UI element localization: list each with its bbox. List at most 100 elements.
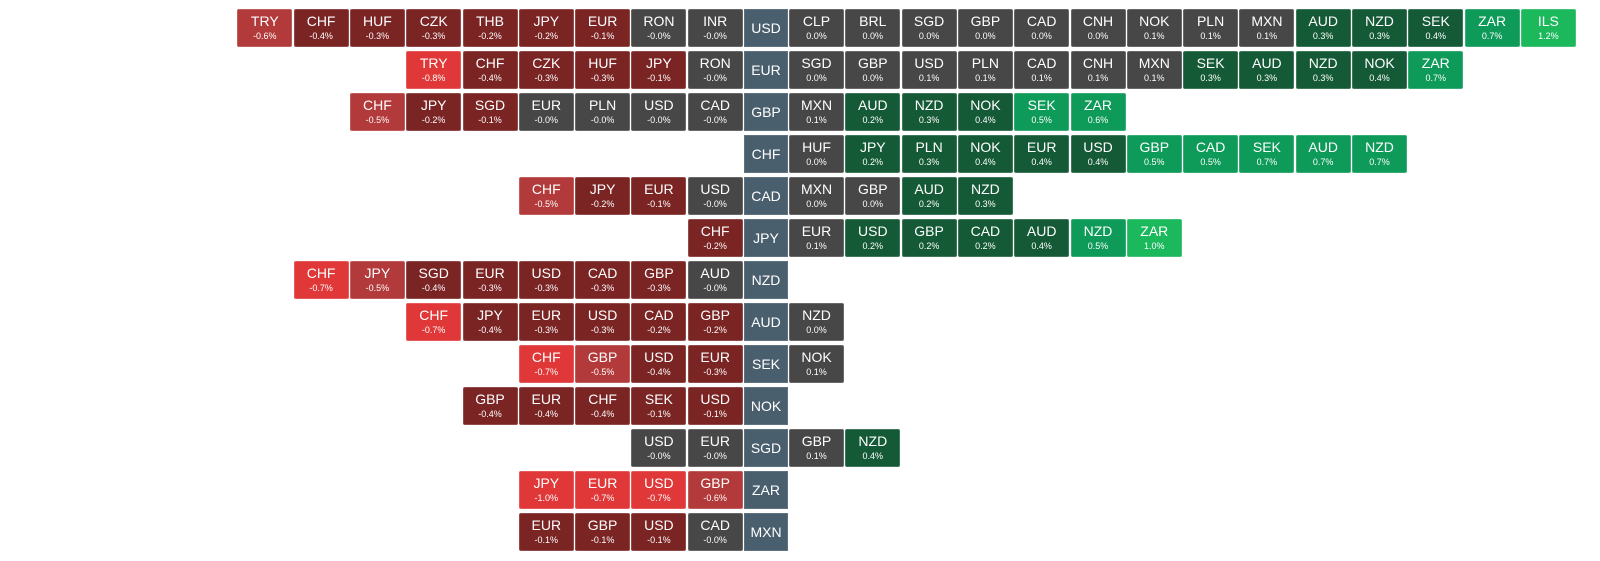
heatmap-cell[interactable]: MXN 0.1% xyxy=(1239,9,1295,47)
heatmap-cell[interactable]: USD 0.2% xyxy=(845,219,901,257)
heatmap-cell[interactable]: GBP 0.1% xyxy=(789,429,844,467)
heatmap-cell[interactable]: EUR -0.3% xyxy=(687,345,743,383)
heatmap-cell[interactable]: EUR 0.1% xyxy=(789,219,844,257)
heatmap-cell[interactable]: NOK 0.4% xyxy=(1352,51,1407,89)
heatmap-cell[interactable]: USD -0.4% xyxy=(631,345,687,383)
heatmap-cell[interactable]: EUR -0.3% xyxy=(518,303,574,341)
heatmap-cell[interactable]: GBP -0.2% xyxy=(687,303,743,341)
heatmap-cell[interactable]: CNH 0.1% xyxy=(1070,51,1126,89)
heatmap-cell[interactable]: JPY -0.4% xyxy=(462,303,518,341)
heatmap-cell[interactable]: EUR -0.0% xyxy=(518,93,574,131)
heatmap-cell[interactable]: NZD 0.3% xyxy=(1295,51,1351,89)
heatmap-cell[interactable]: PLN 0.3% xyxy=(901,135,957,173)
heatmap-cell[interactable]: CAD -0.3% xyxy=(575,261,631,299)
heatmap-cell[interactable]: AUD 0.2% xyxy=(901,177,957,215)
heatmap-cell[interactable]: SGD -0.4% xyxy=(406,261,462,299)
heatmap-cell[interactable]: GBP 0.0% xyxy=(845,177,901,215)
heatmap-cell[interactable]: ZAR 0.7% xyxy=(1464,9,1520,47)
heatmap-cell[interactable]: CAD -0.0% xyxy=(687,93,743,131)
heatmap-cell[interactable]: INR -0.0% xyxy=(687,9,743,47)
heatmap-cell[interactable]: GBP -0.4% xyxy=(462,387,518,425)
heatmap-cell[interactable]: SGD -0.1% xyxy=(462,93,518,131)
heatmap-cell[interactable]: PLN -0.0% xyxy=(575,93,631,131)
heatmap-cell[interactable]: NOK 0.1% xyxy=(789,345,844,383)
heatmap-cell[interactable]: CAD -0.0% xyxy=(687,513,743,551)
heatmap-cell[interactable]: JPY -0.2% xyxy=(575,177,631,215)
heatmap-cell[interactable]: NOK 0.4% xyxy=(957,93,1013,131)
heatmap-cell[interactable]: CNH 0.0% xyxy=(1070,9,1126,47)
heatmap-cell[interactable]: THB -0.2% xyxy=(462,9,518,47)
heatmap-cell[interactable]: HUF 0.0% xyxy=(789,135,844,173)
heatmap-cell[interactable]: CHF -0.5% xyxy=(349,93,405,131)
heatmap-cell[interactable]: CHF -0.4% xyxy=(293,9,349,47)
heatmap-cell[interactable]: CAD 0.0% xyxy=(1014,9,1070,47)
heatmap-cell[interactable]: CAD 0.2% xyxy=(957,219,1013,257)
heatmap-cell[interactable]: GBP 0.5% xyxy=(1126,135,1182,173)
heatmap-cell[interactable]: GBP -0.3% xyxy=(631,261,687,299)
heatmap-cell[interactable]: GBP 0.0% xyxy=(957,9,1013,47)
heatmap-cell[interactable]: HUF -0.3% xyxy=(575,51,631,89)
heatmap-cell[interactable]: PLN 0.1% xyxy=(1183,9,1239,47)
heatmap-cell[interactable]: ZAR 0.7% xyxy=(1408,51,1464,89)
heatmap-cell[interactable]: GBP 0.2% xyxy=(901,219,957,257)
heatmap-cell[interactable]: USD 0.1% xyxy=(901,51,957,89)
heatmap-cell[interactable]: JPY -0.1% xyxy=(631,51,687,89)
heatmap-cell[interactable]: JPY -0.5% xyxy=(349,261,405,299)
heatmap-cell[interactable]: GBP -0.5% xyxy=(575,345,631,383)
heatmap-cell[interactable]: GBP -0.1% xyxy=(575,513,631,551)
heatmap-cell[interactable]: JPY 0.2% xyxy=(845,135,901,173)
heatmap-cell[interactable]: NZD 0.4% xyxy=(845,429,901,467)
heatmap-cell[interactable]: NZD 0.0% xyxy=(789,303,844,341)
heatmap-cell[interactable]: USD 0.4% xyxy=(1070,135,1126,173)
heatmap-cell[interactable]: CHF -0.4% xyxy=(462,51,518,89)
heatmap-cell[interactable]: SEK 0.5% xyxy=(1014,93,1070,131)
heatmap-cell[interactable]: SEK 0.4% xyxy=(1408,9,1464,47)
heatmap-cell[interactable]: EUR -0.1% xyxy=(575,9,631,47)
heatmap-cell[interactable]: USD -0.0% xyxy=(631,93,687,131)
heatmap-cell[interactable]: CHF -0.7% xyxy=(518,345,574,383)
heatmap-cell[interactable]: EUR -0.1% xyxy=(518,513,574,551)
heatmap-cell[interactable]: AUD 0.3% xyxy=(1239,51,1295,89)
heatmap-cell[interactable]: JPY -1.0% xyxy=(518,471,574,509)
heatmap-cell[interactable]: PLN 0.1% xyxy=(957,51,1013,89)
heatmap-cell[interactable]: ZAR 1.0% xyxy=(1126,219,1182,257)
heatmap-cell[interactable]: EUR -0.0% xyxy=(687,429,743,467)
heatmap-cell[interactable]: MXN 0.1% xyxy=(1126,51,1182,89)
heatmap-cell[interactable]: USD -0.7% xyxy=(631,471,687,509)
heatmap-cell[interactable]: EUR -0.7% xyxy=(575,471,631,509)
heatmap-cell[interactable]: JPY -0.2% xyxy=(518,9,574,47)
heatmap-cell[interactable]: RON -0.0% xyxy=(631,9,687,47)
heatmap-cell[interactable]: CHF -0.4% xyxy=(575,387,631,425)
heatmap-cell[interactable]: ZAR 0.6% xyxy=(1070,93,1126,131)
heatmap-cell[interactable]: MXN 0.0% xyxy=(789,177,844,215)
heatmap-cell[interactable]: NZD 0.3% xyxy=(1352,9,1407,47)
heatmap-cell[interactable]: CAD 0.1% xyxy=(1014,51,1070,89)
heatmap-cell[interactable]: AUD 0.2% xyxy=(845,93,901,131)
heatmap-cell[interactable]: NZD 0.7% xyxy=(1352,135,1407,173)
heatmap-cell[interactable]: AUD 0.4% xyxy=(1014,219,1070,257)
heatmap-cell[interactable]: CHF -0.7% xyxy=(293,261,349,299)
heatmap-cell[interactable]: AUD 0.7% xyxy=(1295,135,1351,173)
heatmap-cell[interactable]: EUR -0.4% xyxy=(518,387,574,425)
heatmap-cell[interactable]: SEK -0.1% xyxy=(631,387,687,425)
heatmap-cell[interactable]: HUF -0.3% xyxy=(349,9,405,47)
heatmap-cell[interactable]: AUD -0.0% xyxy=(687,261,743,299)
heatmap-cell[interactable]: EUR -0.3% xyxy=(462,261,518,299)
heatmap-cell[interactable]: ILS 1.2% xyxy=(1520,9,1576,47)
heatmap-cell[interactable]: USD -0.3% xyxy=(518,261,574,299)
heatmap-cell[interactable]: RON -0.0% xyxy=(687,51,743,89)
heatmap-cell[interactable]: USD -0.0% xyxy=(631,429,687,467)
heatmap-cell[interactable]: USD -0.1% xyxy=(687,387,743,425)
heatmap-cell[interactable]: CZK -0.3% xyxy=(518,51,574,89)
heatmap-cell[interactable]: CZK -0.3% xyxy=(406,9,462,47)
heatmap-cell[interactable]: USD -0.0% xyxy=(687,177,743,215)
heatmap-cell[interactable]: TRY -0.6% xyxy=(237,9,293,47)
heatmap-cell[interactable]: GBP 0.0% xyxy=(845,51,901,89)
heatmap-cell[interactable]: EUR -0.1% xyxy=(631,177,687,215)
heatmap-cell[interactable]: SGD 0.0% xyxy=(901,9,957,47)
heatmap-cell[interactable]: CAD -0.2% xyxy=(631,303,687,341)
heatmap-cell[interactable]: GBP -0.6% xyxy=(687,471,743,509)
heatmap-cell[interactable]: JPY -0.2% xyxy=(406,93,462,131)
heatmap-cell[interactable]: SEK 0.3% xyxy=(1183,51,1239,89)
heatmap-cell[interactable]: CHF -0.7% xyxy=(406,303,462,341)
